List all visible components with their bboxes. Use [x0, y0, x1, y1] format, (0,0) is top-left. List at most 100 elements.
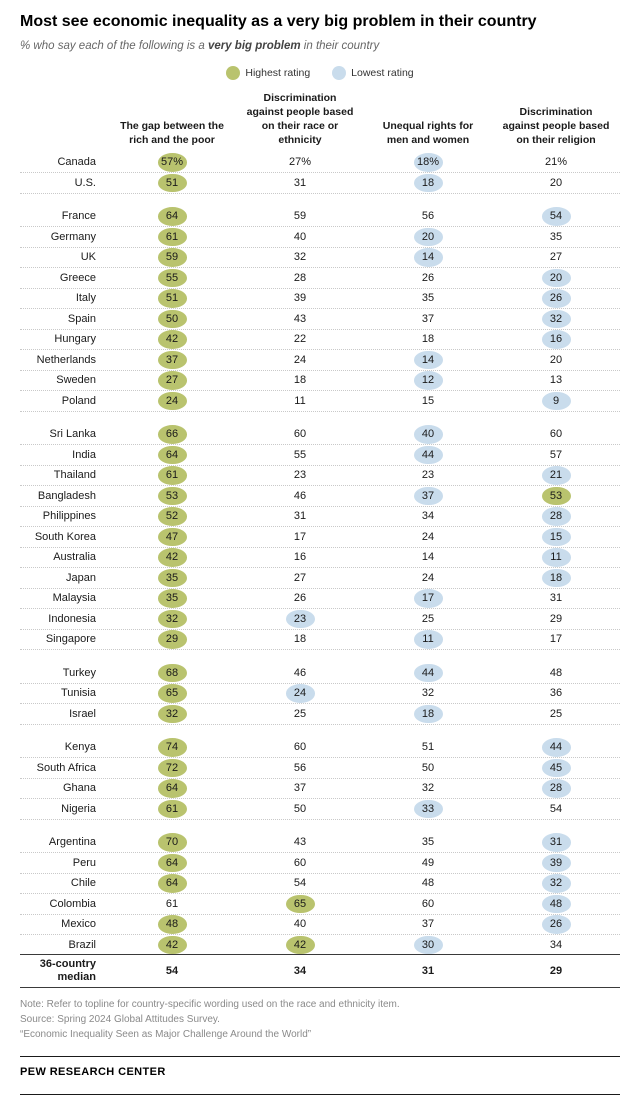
value-cell: 37 [108, 350, 236, 370]
value-cell: 21% [492, 153, 620, 172]
value-cell: 32 [364, 779, 492, 798]
table-row: Sweden 27 18 12 13 [20, 371, 620, 392]
value-cell: 31 [236, 174, 364, 193]
value-cell: 57% [108, 153, 236, 172]
value: 34 [549, 938, 563, 951]
value: 40 [293, 230, 307, 243]
value-cell: 35 [108, 568, 236, 588]
country-label: Bangladesh [37, 489, 96, 502]
table-row: Canada 57% 27% 18% 21% [20, 153, 620, 174]
table-row: Nigeria 61 50 33 54 [20, 799, 620, 820]
lowest-rating-marker: 18 [541, 568, 571, 588]
value-cell: 20 [492, 351, 620, 370]
value-cell: 42 [108, 935, 236, 955]
value-cell: 24 [364, 569, 492, 588]
median-value: 34 [293, 964, 307, 977]
lowest-rating-marker: 12 [413, 371, 443, 390]
table-row: Argentina 70 43 35 31 [20, 833, 620, 854]
lowest-rating-marker: 20 [413, 227, 443, 247]
value-cell: 16 [492, 330, 620, 349]
highest-rating-marker: 24 [157, 391, 187, 411]
country-label: India [72, 448, 96, 461]
country-label: Germany [50, 230, 96, 243]
value-cell: 28 [492, 779, 620, 798]
highest-rating-marker: 64 [157, 445, 187, 465]
value-cell: 31 [236, 507, 364, 526]
value-cell: 18 [364, 704, 492, 724]
value: 60 [421, 897, 435, 910]
value-cell: 31 [492, 833, 620, 852]
value: 56 [421, 210, 435, 223]
table-row: Philippines 52 31 34 28 [20, 507, 620, 528]
table-row: Israel 32 25 18 25 [20, 704, 620, 725]
value: 22 [293, 333, 307, 346]
lowest-rating-marker: 20 [541, 268, 571, 288]
value-cell: 61 [108, 799, 236, 819]
value-cell: 29 [108, 630, 236, 649]
value-cell: 35 [364, 833, 492, 852]
group-spacer [20, 650, 620, 663]
value-cell: 24 [108, 391, 236, 411]
value: 40 [293, 918, 307, 931]
highest-rating-marker: 47 [157, 527, 187, 547]
value: 32 [293, 251, 307, 264]
highest-rating-marker: 61 [157, 466, 187, 485]
value-cell: 57 [492, 446, 620, 465]
table-row: Hungary 42 22 18 16 [20, 330, 620, 351]
country-label: Australia [53, 551, 96, 564]
value-cell: 55 [236, 446, 364, 465]
country-label: Nigeria [61, 802, 96, 815]
footer-source: Source: Spring 2024 Global Attitudes Sur… [20, 1014, 220, 1025]
highest-rating-marker: 64 [157, 853, 187, 873]
value-cell: 13 [492, 371, 620, 390]
value: 39 [293, 292, 307, 305]
value-cell: 33 [364, 799, 492, 819]
value-cell: 35 [108, 589, 236, 608]
value: 54 [549, 802, 563, 815]
value-cell: 27 [108, 371, 236, 390]
lowest-rating-marker: 16 [541, 330, 571, 349]
lowest-rating-marker: 44 [413, 663, 443, 683]
value-cell: 48 [364, 874, 492, 893]
lowest-rating-marker: 48 [541, 894, 571, 914]
value: 24 [421, 530, 435, 543]
value-cell: 18 [492, 568, 620, 588]
country-label: Netherlands [36, 353, 96, 366]
country-label: South Korea [34, 530, 96, 543]
value-cell: 56 [364, 207, 492, 226]
value: 50 [421, 761, 435, 774]
value-cell: 40 [364, 425, 492, 444]
value-cell: 39 [492, 853, 620, 873]
value: 37 [421, 918, 435, 931]
value-cell: 43 [236, 310, 364, 329]
table-row: Ghana 64 37 32 28 [20, 779, 620, 800]
country-label: Canada [57, 156, 96, 169]
value-cell: 34 [364, 507, 492, 526]
highest-rating-marker: 51 [157, 289, 187, 308]
value: 24 [421, 571, 435, 584]
value: 29 [549, 612, 563, 625]
value-cell: 50 [364, 759, 492, 778]
value-cell: 64 [108, 874, 236, 893]
country-label: Turkey [62, 666, 96, 679]
country-label: Singapore [45, 633, 96, 646]
value-cell: 44 [492, 738, 620, 757]
value-cell: 60 [236, 425, 364, 444]
value: 25 [293, 707, 307, 720]
chart-subtitle: % who say each of the following is a ver… [20, 40, 620, 52]
page-title: Most see economic inequality as a very b… [20, 13, 537, 30]
table-body: Canada 57% 27% 18% 21% U.S. 51 31 18 20 France 64 59… [20, 153, 620, 955]
highest-rating-marker: 70 [157, 833, 187, 852]
country-label: Peru [72, 856, 96, 869]
highest-rating-marker: 65 [157, 684, 187, 703]
value-cell: 46 [236, 487, 364, 506]
lowest-rating-marker: 28 [541, 507, 571, 526]
value-cell: 39 [236, 289, 364, 308]
value: 37 [293, 782, 307, 795]
country-label: Argentina [48, 836, 96, 849]
lowest-rating-marker: 37 [413, 486, 443, 506]
median-label: 36-country median [39, 957, 96, 983]
table-row: Italy 51 39 35 26 [20, 289, 620, 310]
value-cell: 15 [364, 392, 492, 411]
table-row: Chile 64 54 48 32 [20, 874, 620, 895]
